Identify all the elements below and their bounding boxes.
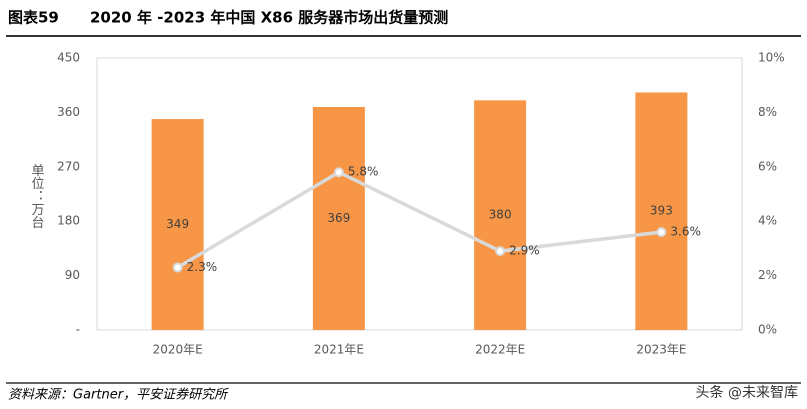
line-value-label: 5.8% [348, 165, 379, 179]
x-tick-label: 2022年E [475, 343, 525, 357]
bar [312, 106, 365, 331]
bar [151, 119, 204, 330]
x-tick-label: 2023年E [636, 343, 686, 357]
y2-tick-label: 8% [758, 105, 777, 119]
source-note: 资料来源：Gartner，平安证券研究所 [8, 387, 229, 403]
bar-value-label: 349 [166, 217, 189, 231]
y-tick-label: 180 [57, 214, 80, 228]
bar [635, 92, 688, 330]
y-tick-label: 360 [57, 105, 80, 119]
line-marker [172, 262, 183, 273]
line-value-label: 2.3% [187, 260, 218, 274]
bar-value-label: 369 [327, 211, 350, 225]
bar [474, 100, 527, 330]
y-tick-label: - [76, 323, 80, 337]
line [176, 170, 662, 269]
chart-title: 2020 年 -2023 年中国 X86 服务器市场出货量预测 [90, 9, 448, 27]
figure-label: 图表59 [8, 9, 59, 27]
y2-tick-label: 0% [758, 323, 777, 337]
plot-frame [96, 57, 743, 331]
watermark: 头条 @未来智库 [696, 384, 798, 401]
line-marker [333, 167, 344, 178]
y-tick-label: 270 [57, 159, 80, 173]
y-axis-label: 单位：万台 [29, 164, 45, 229]
y2-tick-label: 10% [758, 51, 785, 65]
x-tick-label: 2021年E [314, 343, 364, 357]
bar-value-label: 380 [489, 208, 512, 222]
bar-value-label: 393 [650, 204, 673, 218]
line-marker [656, 227, 667, 238]
y2-tick-label: 2% [758, 268, 777, 282]
y-tick-label: 90 [65, 268, 80, 282]
y2-tick-label: 4% [758, 214, 777, 228]
line-marker [495, 246, 506, 257]
x-tick-label: 2020年E [153, 343, 203, 357]
line-value-label: 3.6% [670, 225, 701, 239]
y2-tick-label: 6% [758, 159, 777, 173]
line-value-label: 2.9% [509, 244, 540, 258]
y-tick-label: 450 [57, 51, 80, 65]
